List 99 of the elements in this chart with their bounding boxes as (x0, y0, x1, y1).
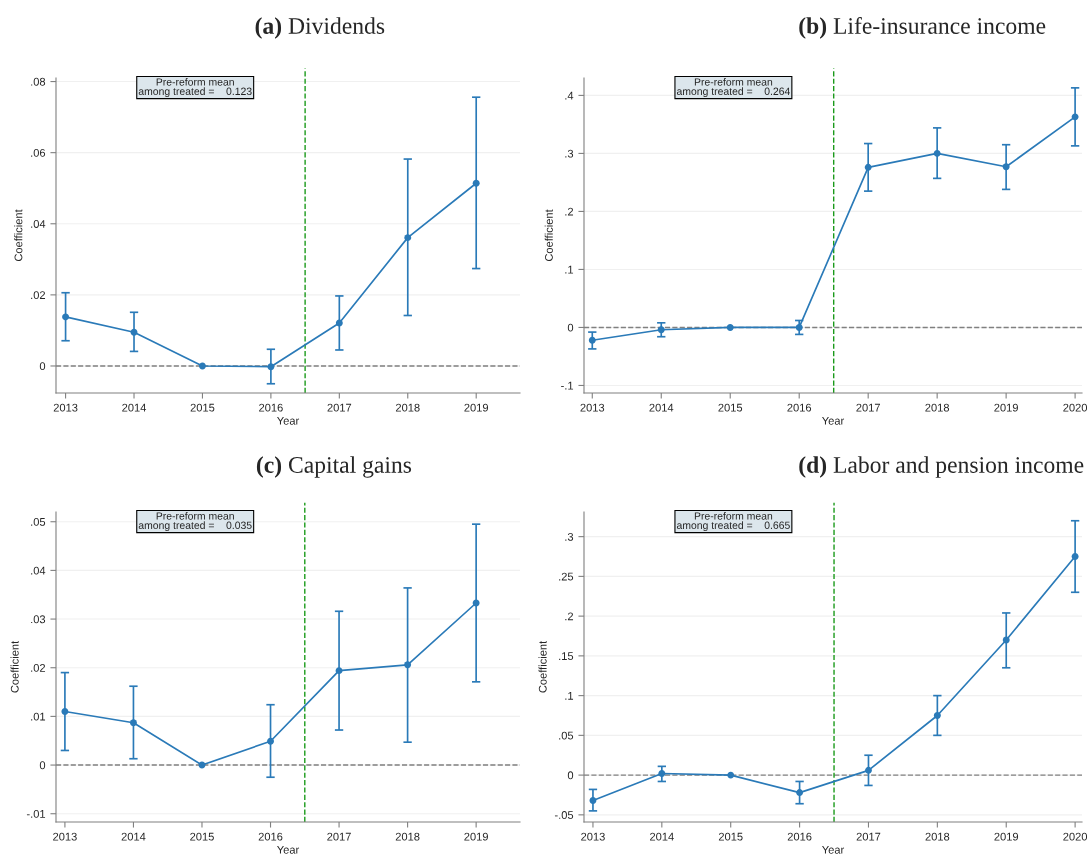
y-tick-label: .02 (31, 291, 46, 300)
y-tick-label: -.01 (26, 809, 46, 818)
y-tick-label: 0 (567, 323, 574, 332)
y-axis-title: Coefficient (544, 209, 553, 262)
y-tick-label: .4 (565, 91, 574, 100)
point (589, 797, 597, 805)
x-tick-label: 2019 (994, 832, 1019, 841)
x-tick-label: 2018 (395, 403, 420, 412)
y-tick-label: .3 (565, 149, 574, 158)
point (404, 661, 412, 669)
point (335, 319, 343, 327)
y-tick-label: .08 (31, 77, 46, 86)
y-tick-label: .25 (559, 572, 574, 581)
point (795, 323, 803, 331)
x-tick-label: 2015 (718, 832, 743, 841)
y-tick-label: .1 (565, 265, 574, 274)
x-tick-label: 2018 (925, 832, 950, 841)
point (933, 149, 941, 157)
x-tick-label: 2020 (1063, 403, 1088, 412)
point (588, 336, 596, 344)
point (726, 323, 734, 331)
x-tick-label: 2016 (258, 832, 283, 841)
y-tick-label: 0 (39, 761, 46, 770)
chart-title: (d) Labor and pension income (799, 456, 1084, 478)
y-tick-label: .01 (31, 712, 46, 721)
point (658, 770, 666, 777)
point (404, 234, 412, 242)
chart-title: (c) Capital gains (256, 456, 412, 478)
y-tick-label: .15 (559, 652, 574, 661)
y-tick-label: .02 (31, 664, 46, 672)
point (933, 712, 941, 719)
x-tick-label: 2019 (994, 403, 1018, 412)
point (865, 766, 872, 774)
x-tick-label: 2014 (122, 403, 147, 412)
x-tick-label: 2016 (787, 832, 812, 841)
y-tick-label: .2 (565, 612, 574, 621)
point (1071, 553, 1079, 560)
x-tick-label: 2019 (464, 832, 488, 841)
x-tick-label: 2016 (787, 403, 812, 412)
x-tick-label: 2020 (1063, 832, 1088, 841)
y-axis-title: Coefficient (538, 640, 547, 693)
x-tick-label: 2018 (395, 832, 420, 841)
x-tick-label: 2017 (327, 832, 351, 841)
y-tick-label: .03 (31, 615, 46, 624)
x-tick-label: 2017 (856, 832, 881, 841)
point (335, 667, 343, 675)
x-tick-label: 2015 (718, 403, 743, 412)
point (198, 362, 206, 370)
y-axis-title: Coefficient (14, 209, 23, 262)
x-tick-label: 2017 (856, 403, 880, 412)
y-axis-title: Coefficient (10, 640, 19, 693)
point (864, 163, 872, 171)
annotation: Pre-reform mean among treated = 0.264 (676, 78, 790, 98)
x-tick-label: 2017 (327, 403, 352, 412)
y-tick-label: .1 (565, 692, 574, 700)
annotation: Pre-reform mean among treated = 0.123 (138, 78, 252, 98)
point (727, 771, 735, 779)
point (472, 179, 480, 187)
x-tick-label: 2019 (464, 403, 489, 412)
y-tick-label: .05 (31, 518, 46, 526)
point (1002, 163, 1010, 171)
y-tick-label: .3 (565, 532, 574, 541)
point (1002, 636, 1010, 644)
y-tick-label: .06 (31, 148, 46, 157)
x-axis-title: Year (277, 845, 300, 854)
x-tick-label: 2013 (580, 403, 605, 412)
chart-title: (a) Dividends (255, 17, 385, 39)
annotation: Pre-reform mean among treated = 0.665 (676, 512, 790, 532)
x-tick-label: 2014 (650, 832, 674, 841)
x-axis-title: Year (822, 845, 845, 854)
y-tick-label: .05 (559, 731, 574, 740)
y-tick-label: .04 (31, 220, 46, 228)
x-tick-label: 2013 (581, 832, 605, 841)
point (267, 737, 274, 745)
annotation: Pre-reform mean among treated = 0.035 (138, 512, 252, 532)
x-axis-title: Year (277, 416, 300, 425)
y-tick-label: .2 (565, 207, 574, 216)
point (267, 363, 275, 371)
point (796, 789, 804, 797)
x-tick-label: 2015 (190, 832, 214, 841)
point (130, 328, 138, 336)
x-tick-label: 2016 (259, 403, 283, 412)
point (61, 708, 69, 715)
y-tick-label: 0 (39, 362, 46, 371)
x-tick-label: 2014 (649, 403, 674, 412)
y-tick-label: .04 (31, 566, 46, 575)
y-tick-label: 0 (567, 771, 574, 780)
x-tick-label: 2013 (53, 832, 77, 841)
y-tick-label: -.1 (561, 381, 574, 390)
x-tick-label: 2015 (190, 403, 215, 412)
point (62, 313, 70, 321)
x-axis-title: Year (822, 416, 845, 425)
x-tick-label: 2013 (53, 403, 78, 412)
chart-title: (b) Life-insurance income (799, 17, 1046, 39)
point (129, 719, 137, 727)
x-tick-label: 2014 (121, 832, 146, 841)
point (657, 326, 665, 334)
y-tick-label: -.05 (554, 811, 574, 819)
x-tick-label: 2018 (925, 403, 950, 412)
